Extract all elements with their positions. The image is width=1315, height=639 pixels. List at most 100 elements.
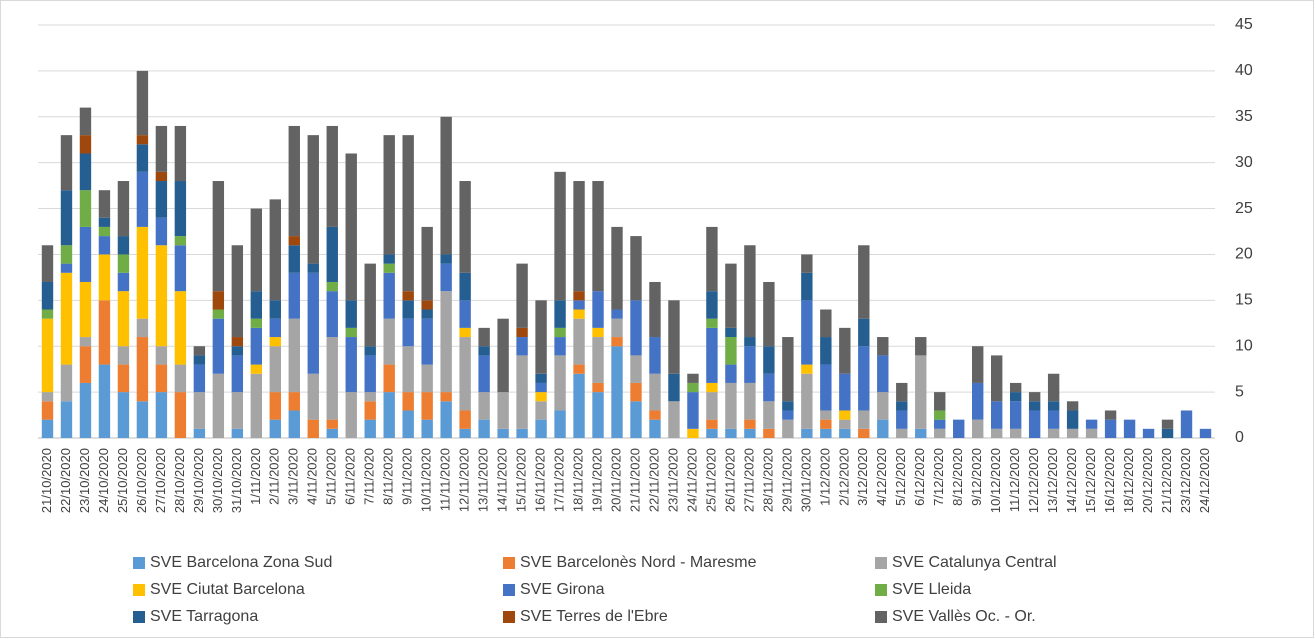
bar-segment bbox=[611, 337, 623, 347]
bar-segment bbox=[193, 364, 206, 393]
bar-segment bbox=[763, 401, 775, 429]
bar-segment bbox=[402, 300, 414, 319]
bar-segment bbox=[174, 245, 187, 292]
bar-segment bbox=[896, 401, 908, 411]
bar-segment bbox=[706, 419, 718, 429]
bar-segment bbox=[649, 373, 661, 411]
bar-segment bbox=[896, 410, 908, 429]
bar-segment bbox=[117, 181, 130, 237]
bar-segment bbox=[326, 291, 338, 338]
bar-segment bbox=[858, 428, 870, 438]
bar-segment bbox=[402, 135, 414, 292]
bar-segment bbox=[554, 327, 566, 338]
bar-segment bbox=[440, 392, 452, 402]
bar-segment bbox=[79, 135, 92, 154]
bar-segment bbox=[972, 346, 984, 383]
x-tick-label: 1/11/2020 bbox=[248, 448, 263, 505]
bar-segment bbox=[782, 419, 794, 438]
x-tick-label: 20/11/2020 bbox=[608, 448, 623, 512]
bar-segment bbox=[706, 318, 718, 328]
bar-segment bbox=[402, 410, 414, 438]
bar-segment bbox=[535, 401, 547, 420]
bar-segment bbox=[820, 419, 832, 429]
bar-segment bbox=[288, 410, 300, 438]
bar-segment bbox=[364, 419, 376, 438]
x-tick-label: 21/10/2020 bbox=[39, 448, 54, 513]
bar-segment bbox=[174, 236, 187, 246]
bar-segment bbox=[345, 300, 357, 328]
bar-segment bbox=[611, 346, 623, 438]
bar-segment bbox=[877, 392, 889, 420]
bar-segment bbox=[687, 392, 699, 429]
bar-segment bbox=[801, 272, 813, 301]
bar-segment bbox=[516, 263, 528, 328]
x-tick-label: 14/12/2020 bbox=[1064, 448, 1079, 513]
bar-segment bbox=[725, 337, 737, 365]
bar-segment bbox=[288, 125, 300, 237]
x-tick-label: 12/11/2020 bbox=[457, 448, 472, 512]
x-tick-label: 14/11/2020 bbox=[495, 448, 510, 512]
bar-segment bbox=[231, 392, 244, 429]
bar-segment bbox=[326, 125, 338, 227]
bar-segment bbox=[706, 226, 718, 292]
bar-segment bbox=[478, 355, 490, 393]
bar-segment bbox=[801, 364, 813, 374]
bar-segment bbox=[440, 254, 452, 264]
bar-segment bbox=[915, 428, 927, 438]
bar-segment bbox=[60, 272, 73, 365]
legend-label: SVE Lleida bbox=[892, 581, 971, 598]
bar-segment bbox=[288, 392, 300, 411]
bar-segment bbox=[839, 428, 851, 438]
x-tick-label: 24/10/2020 bbox=[96, 448, 111, 513]
bar-segment bbox=[383, 135, 395, 255]
bar-segment bbox=[1161, 428, 1174, 438]
bar-segment bbox=[326, 337, 338, 420]
x-tick-label: 21/11/2020 bbox=[627, 448, 642, 512]
bar-segment bbox=[250, 208, 263, 292]
bar-segment bbox=[858, 318, 870, 347]
bar-segment bbox=[763, 281, 775, 347]
bar-segment bbox=[934, 410, 946, 420]
bar-segment bbox=[269, 392, 281, 420]
bar-segment bbox=[383, 263, 395, 273]
bar-segment bbox=[383, 254, 395, 264]
bar-segment bbox=[725, 428, 737, 438]
bar-segment bbox=[459, 327, 471, 338]
bar-segment bbox=[60, 263, 73, 273]
bar-segment bbox=[421, 226, 433, 301]
bar-segment bbox=[896, 428, 908, 438]
bar-segment bbox=[250, 373, 263, 438]
bar-segment bbox=[801, 428, 813, 438]
bar-segment bbox=[41, 401, 54, 420]
bar-segment bbox=[592, 327, 604, 338]
bar-segment bbox=[972, 419, 984, 438]
bar-segment bbox=[611, 226, 623, 310]
bar-segment bbox=[307, 419, 319, 438]
bar-segment bbox=[725, 382, 737, 429]
x-tick-label: 24/12/2020 bbox=[1197, 448, 1212, 513]
bar-segment bbox=[611, 309, 623, 319]
y-tick-label: 45 bbox=[1235, 16, 1253, 33]
x-tick-label: 13/12/2020 bbox=[1045, 448, 1060, 513]
bar-segment bbox=[307, 272, 319, 374]
bar-segment bbox=[554, 337, 566, 356]
x-tick-label: 19/11/2020 bbox=[589, 448, 604, 512]
legend-label: SVE Catalunya Central bbox=[892, 554, 1057, 571]
bar-segment bbox=[98, 226, 111, 237]
legend-label: SVE Barcelonès Nord - Maresme bbox=[520, 554, 757, 571]
bar-segment bbox=[706, 428, 718, 438]
bar-segment bbox=[1047, 373, 1060, 402]
bar-segment bbox=[193, 346, 206, 356]
bar-segment bbox=[231, 346, 244, 356]
bar-segment bbox=[573, 309, 585, 319]
bar-segment bbox=[649, 410, 661, 420]
bar-segment bbox=[1066, 428, 1079, 438]
bar-segment bbox=[459, 272, 471, 301]
y-tick-label: 0 bbox=[1235, 429, 1244, 446]
bar-segment bbox=[79, 346, 92, 383]
bar-segment bbox=[820, 309, 832, 338]
bar-segment bbox=[592, 337, 604, 383]
x-tick-label: 11/12/2020 bbox=[1007, 448, 1022, 512]
x-tick-label: 8/11/2020 bbox=[381, 448, 396, 505]
